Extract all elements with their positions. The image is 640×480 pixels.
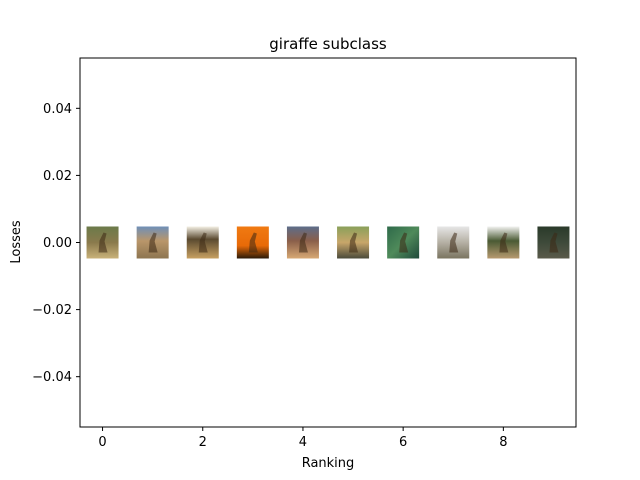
x-tick-label: 8 xyxy=(499,435,507,450)
y-tick-label: −0.02 xyxy=(32,303,72,318)
data-point-thumbnail xyxy=(186,226,219,259)
y-axis: −0.04 −0.02 0.00 0.02 0.04 xyxy=(32,102,80,385)
data-point-thumbnail xyxy=(86,226,119,259)
data-point-thumbnail xyxy=(387,226,420,259)
x-tick-label: 2 xyxy=(199,435,207,450)
y-axis-label: Losses xyxy=(9,220,24,264)
data-point-thumbnail xyxy=(136,226,169,259)
data-point-thumbnail xyxy=(537,226,570,259)
data-point-thumbnail xyxy=(236,226,269,259)
y-tick-label: 0.02 xyxy=(43,169,72,184)
data-point-thumbnail xyxy=(337,226,370,259)
x-axis-label: Ranking xyxy=(302,456,355,471)
y-tick-label: 0.04 xyxy=(43,102,72,117)
x-tick-label: 4 xyxy=(299,435,307,450)
chart-title: giraffe subclass xyxy=(269,35,387,53)
y-tick-label: −0.04 xyxy=(32,370,72,385)
x-tick-label: 0 xyxy=(98,435,106,450)
data-point-thumbnail xyxy=(437,226,470,259)
data-thumbnails xyxy=(86,226,570,259)
data-point-thumbnail xyxy=(487,226,520,259)
x-tick-label: 6 xyxy=(399,435,407,450)
data-point-thumbnail xyxy=(286,226,319,259)
x-axis: 0 2 4 6 8 xyxy=(98,427,507,450)
y-tick-label: 0.00 xyxy=(43,236,72,251)
